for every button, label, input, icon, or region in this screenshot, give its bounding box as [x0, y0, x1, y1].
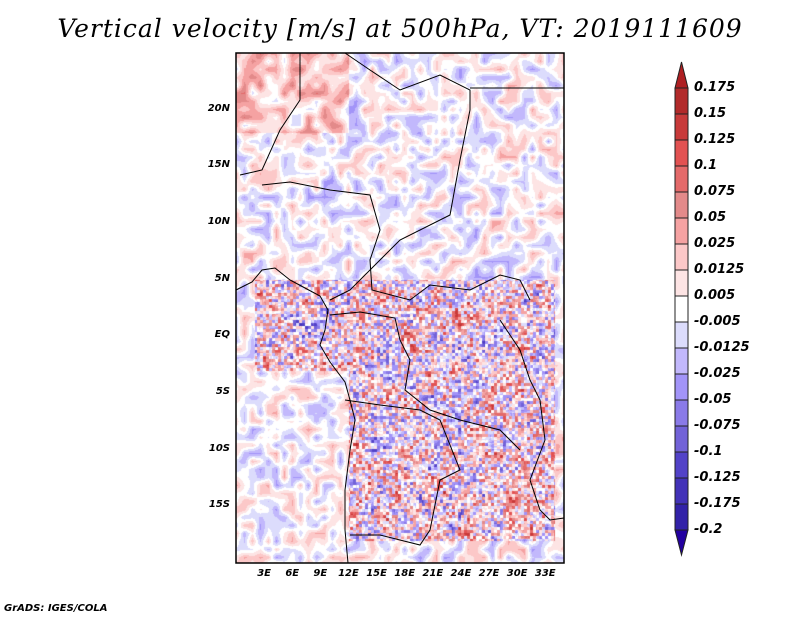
lat-label: 20N [207, 102, 230, 114]
colorbar-label: -0.1 [694, 444, 723, 459]
colorbar-label: 0.15 [694, 106, 727, 121]
colorbar-label: -0.2 [694, 522, 723, 537]
colorbar-label: -0.025 [694, 366, 741, 381]
border [499, 319, 565, 521]
colorbar-label: -0.0125 [694, 340, 750, 355]
colorbar-box [674, 373, 689, 401]
plot-title: Vertical velocity [m/s] at 500hPa, VT: 2… [57, 14, 743, 43]
colorbar-bottom-arrow [674, 529, 689, 557]
colorbar-box [674, 295, 689, 323]
lat-label: 15S [208, 499, 230, 511]
vertical-velocity-field [236, 53, 564, 563]
colorbar-label: 0.075 [694, 184, 736, 199]
colorbar-box [674, 139, 689, 167]
lon-label: 12E [338, 568, 359, 579]
colorbar-box [674, 243, 689, 271]
border [261, 181, 531, 301]
colorbar-top-arrow [674, 61, 689, 89]
coastline [235, 267, 356, 564]
lon-label: 9E [313, 568, 328, 579]
colorbar-box [674, 269, 689, 297]
colorbar-label: -0.075 [694, 418, 741, 433]
lat-label: EQ [214, 329, 230, 341]
lon-label: 18E [394, 568, 416, 579]
grads-credit: GrADS: IGES/COLA [4, 603, 108, 614]
colorbar-label: 0.125 [694, 132, 736, 147]
border [329, 311, 521, 451]
lon-label: 33E [534, 568, 556, 579]
lat-label: 10N [207, 216, 230, 227]
lon-label: 30E [506, 568, 528, 579]
lon-label: 3E [257, 568, 271, 579]
lat-label: 15N [207, 159, 230, 171]
colorbar-box [674, 425, 689, 453]
lon-label: 21E [422, 568, 444, 579]
map-border [235, 52, 565, 564]
colorbar-label: -0.125 [694, 470, 741, 485]
lat-label: 5N [214, 272, 230, 284]
colorbar-box [674, 191, 689, 219]
border [344, 399, 461, 546]
colorbar-box [674, 113, 689, 141]
colorbar-label: 0.1 [694, 158, 718, 173]
colorbar-label: 0.05 [694, 210, 727, 225]
border [239, 53, 301, 176]
colorbar-box [674, 477, 689, 505]
colorbar-box [674, 399, 689, 427]
lon-label: 24E [450, 568, 472, 579]
colorbar-label: -0.175 [694, 496, 741, 511]
colorbar-label: -0.05 [694, 392, 732, 407]
border [329, 52, 471, 301]
colorbar-box [674, 451, 689, 479]
colorbar-box [674, 87, 689, 115]
lat-label: 5S [215, 386, 230, 397]
colorbar-label: 0.0125 [694, 262, 745, 277]
colorbar-label: 0.025 [694, 236, 736, 251]
lat-label: 10S [208, 442, 230, 454]
colorbar-label: 0.005 [694, 288, 736, 303]
colorbar-box [674, 347, 689, 375]
colorbar-box [674, 503, 689, 531]
lon-label: 15E [366, 568, 387, 579]
lon-label: 6E [285, 568, 300, 579]
colorbar-label: -0.005 [694, 314, 741, 329]
colorbar-box [674, 321, 689, 349]
colorbar-box [674, 217, 689, 245]
lon-label: 27E [478, 568, 500, 579]
colorbar-box [674, 165, 689, 193]
colorbar-label: 0.175 [694, 80, 736, 95]
